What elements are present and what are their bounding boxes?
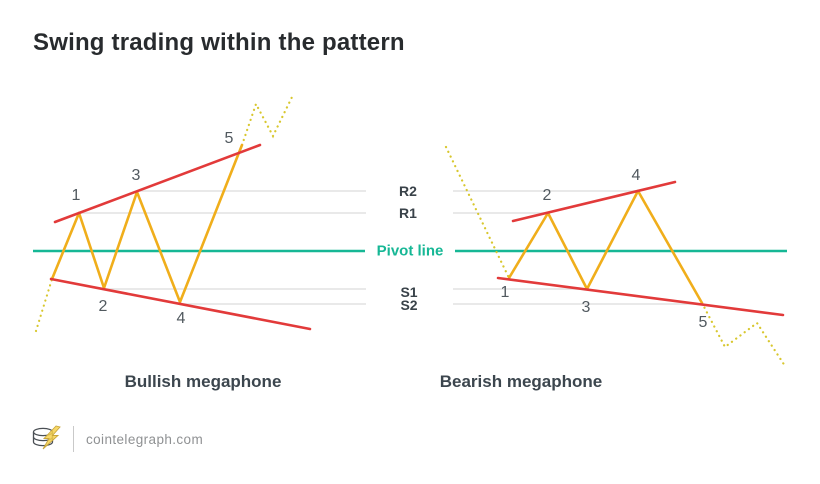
bullish-point-4-label: 4 bbox=[176, 310, 186, 327]
bearish-point-5-label: 5 bbox=[698, 314, 708, 331]
dotted-projections bbox=[34, 93, 787, 368]
bullish-upper-trendline bbox=[53, 143, 262, 224]
bearish-upper-trendline bbox=[511, 180, 677, 223]
bullish-lower-trendline bbox=[49, 277, 312, 331]
swing-zigzags bbox=[50, 143, 704, 305]
s1-level-label: S1 bbox=[400, 284, 418, 300]
bearish-lower-trendline bbox=[496, 276, 785, 317]
page-title: Swing trading within the pattern bbox=[33, 29, 405, 56]
bearish-point-2-label: 2 bbox=[542, 187, 552, 204]
support-resistance-levels bbox=[79, 190, 702, 305]
bullish-megaphone-caption: Bullish megaphone bbox=[124, 372, 282, 391]
cointelegraph-logo-icon bbox=[32, 425, 61, 450]
bearish-megaphone-caption: Bearish megaphone bbox=[439, 372, 603, 391]
s2-level-label: S2 bbox=[400, 297, 418, 313]
bearish-entry-dotted-line bbox=[444, 145, 511, 280]
bearish-breakout-dotted-line bbox=[700, 301, 787, 368]
bearish-point-4-label: 4 bbox=[631, 167, 641, 184]
bullish-point-5-label: 5 bbox=[224, 130, 234, 147]
bearish-point-3-label: 3 bbox=[581, 299, 591, 316]
bullish-entry-dotted-line bbox=[34, 277, 54, 333]
bullish-breakout-dotted-line bbox=[240, 93, 295, 147]
bullish-point-2-label: 2 bbox=[98, 298, 108, 315]
bullish-point-3-label: 3 bbox=[131, 167, 141, 184]
bullish-point-1-label: 1 bbox=[71, 187, 81, 204]
bearish-swing-zigzag bbox=[507, 189, 704, 305]
footer-site-text: cointelegraph.com bbox=[86, 431, 204, 447]
footer-divider bbox=[73, 426, 74, 452]
trendlines bbox=[49, 143, 785, 331]
r2-level-label: R2 bbox=[399, 183, 417, 199]
pivot-line-label: Pivot line bbox=[376, 242, 444, 260]
r1-level-label: R1 bbox=[399, 205, 417, 221]
bullish-swing-zigzag bbox=[50, 143, 244, 304]
footer-branding: cointelegraph.com bbox=[30, 423, 203, 455]
bearish-point-1-label: 1 bbox=[500, 284, 510, 301]
